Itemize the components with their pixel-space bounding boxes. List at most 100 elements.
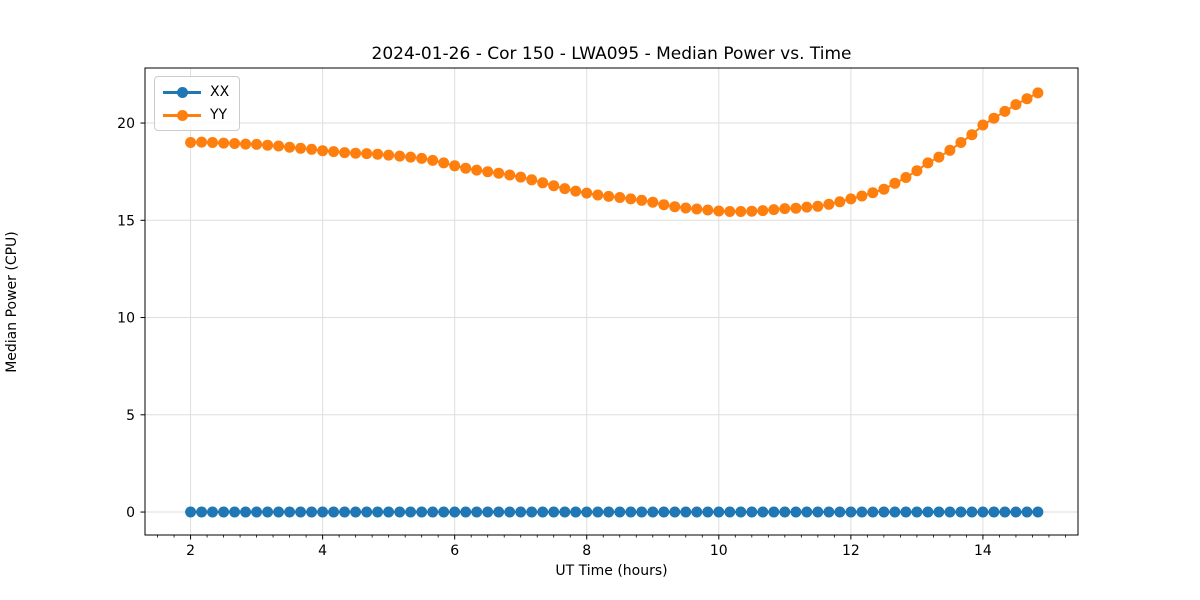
data-point-yy — [339, 147, 351, 159]
data-point-yy — [240, 138, 252, 150]
data-point-xx — [504, 506, 516, 518]
page-title: 2024-01-26 - Cor 150 - LWA095 - Median P… — [371, 44, 852, 64]
data-point-xx — [273, 506, 285, 518]
data-point-yy — [669, 201, 681, 213]
data-point-yy — [207, 137, 218, 148]
data-point-yy — [867, 187, 879, 199]
data-point-xx — [471, 506, 483, 518]
data-point-xx — [801, 506, 813, 518]
data-point-yy — [922, 157, 934, 169]
x-tick-label: 8 — [582, 543, 591, 559]
data-point-yy — [515, 171, 527, 183]
data-point-xx — [207, 506, 218, 518]
data-point-xx — [493, 506, 505, 518]
data-point-xx — [735, 506, 747, 518]
data-point-xx — [548, 506, 560, 518]
data-point-xx — [823, 506, 835, 518]
x-tick-label: 4 — [318, 543, 327, 559]
data-point-yy — [460, 162, 472, 174]
data-point-xx — [328, 506, 340, 518]
data-point-xx — [966, 506, 978, 518]
data-point-xx — [845, 506, 857, 518]
data-point-xx — [988, 506, 1000, 518]
data-point-xx — [416, 506, 428, 518]
data-point-xx — [460, 506, 472, 518]
data-point-yy — [438, 157, 450, 169]
data-point-xx — [185, 506, 197, 518]
data-point-yy — [493, 167, 505, 179]
data-point-xx — [339, 506, 351, 518]
data-point-xx — [768, 506, 780, 518]
data-point-xx — [933, 506, 945, 518]
data-point-yy — [988, 112, 1000, 124]
data-point-yy — [801, 201, 813, 213]
data-point-yy — [196, 136, 208, 148]
data-point-xx — [581, 506, 593, 518]
data-point-xx — [251, 506, 263, 518]
data-point-xx — [449, 506, 461, 518]
data-point-yy — [625, 193, 637, 205]
data-point-yy — [372, 148, 384, 160]
data-point-yy — [218, 137, 230, 149]
data-point-yy — [735, 206, 747, 217]
data-point-yy — [911, 165, 923, 177]
data-point-xx — [911, 506, 923, 518]
data-point-xx — [713, 506, 725, 518]
data-point-xx — [724, 506, 736, 518]
data-point-yy — [757, 205, 769, 217]
data-point-yy — [691, 203, 703, 215]
data-point-xx — [669, 506, 681, 518]
data-point-xx — [790, 506, 802, 518]
data-point-xx — [922, 506, 934, 518]
data-point-xx — [383, 506, 395, 518]
data-point-yy — [779, 203, 791, 215]
data-point-yy — [724, 206, 736, 217]
data-point-xx — [867, 506, 879, 518]
data-point-xx — [515, 506, 527, 518]
data-point-xx — [405, 506, 417, 518]
data-point-xx — [779, 506, 791, 518]
data-point-xx — [1010, 506, 1022, 518]
data-point-yy — [229, 138, 241, 149]
data-point-xx — [229, 506, 241, 518]
data-point-yy — [823, 198, 835, 210]
data-point-xx — [306, 506, 318, 518]
data-point-xx — [559, 506, 571, 518]
data-point-xx — [900, 506, 912, 518]
data-point-yy — [537, 177, 549, 189]
data-point-xx — [603, 506, 615, 518]
data-point-yy — [658, 199, 670, 211]
data-point-xx — [658, 506, 670, 518]
y-tick-label: 0 — [126, 505, 135, 521]
legend-item-xx: XX — [163, 82, 229, 102]
line-marker-swatch-yy — [163, 109, 201, 121]
x-tick-label: 12 — [842, 543, 860, 559]
data-point-yy — [746, 205, 758, 217]
data-point-xx — [317, 506, 329, 518]
data-point-yy — [284, 141, 296, 153]
data-point-yy — [306, 143, 318, 155]
y-tick-label: 10 — [117, 311, 135, 327]
data-point-yy — [933, 151, 945, 163]
data-point-xx — [889, 506, 901, 518]
data-point-yy — [570, 185, 582, 197]
data-point-yy — [482, 166, 494, 178]
data-point-xx — [856, 506, 868, 518]
plot-border — [144, 67, 1079, 536]
data-point-yy — [449, 160, 461, 172]
data-point-xx — [812, 506, 824, 518]
data-point-xx — [592, 506, 604, 518]
data-point-xx — [702, 506, 714, 518]
data-point-xx — [482, 506, 494, 518]
data-point-yy — [713, 205, 725, 217]
data-point-xx — [526, 506, 538, 518]
data-point-yy — [416, 152, 428, 164]
data-point-yy — [1010, 99, 1022, 111]
data-point-yy — [559, 183, 571, 195]
data-point-yy — [614, 192, 626, 203]
data-point-yy — [944, 144, 956, 156]
data-point-yy — [1021, 93, 1033, 105]
data-point-xx — [746, 506, 758, 518]
